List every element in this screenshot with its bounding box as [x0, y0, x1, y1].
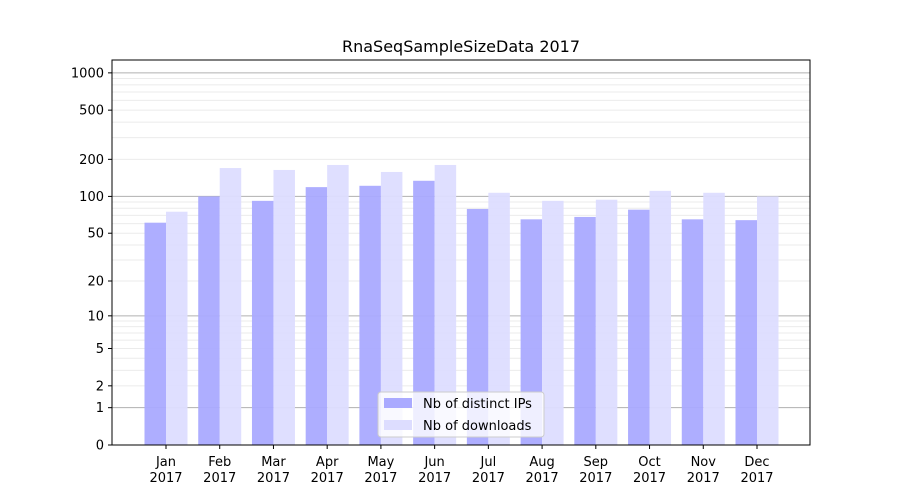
x-tick-label: Mar 2017 [257, 455, 290, 486]
y-tick-label: 200 [79, 153, 104, 168]
bar-distinct-ips [520, 219, 543, 445]
bar-distinct-ips [681, 219, 704, 445]
bar-downloads [757, 196, 779, 445]
bar-downloads [327, 164, 349, 445]
bar-downloads [703, 192, 725, 445]
bars [144, 164, 779, 446]
y-tick-label: 50 [87, 227, 104, 242]
bar-downloads [166, 211, 188, 445]
x-tick-label: Aug 2017 [526, 455, 559, 486]
x-tick-label: Feb 2017 [203, 455, 236, 486]
y-tick-label: 20 [87, 275, 104, 290]
bar-distinct-ips [413, 180, 435, 445]
x-tick-label: May 2017 [364, 455, 397, 486]
x-tick-label: Jan 2017 [149, 455, 182, 486]
x-tick-label: Apr 2017 [311, 455, 344, 486]
bar-distinct-ips [735, 220, 757, 445]
x-tick-label: Jul 2017 [472, 455, 505, 486]
bar-downloads [649, 190, 672, 445]
x-tick-label: Sep 2017 [579, 455, 612, 486]
y-tick-label: 500 [79, 104, 104, 119]
y-tick-label: 2 [96, 379, 104, 394]
x-tick-label: Dec 2017 [740, 455, 773, 486]
y-tick-label: 5 [96, 342, 104, 357]
bar-downloads [595, 199, 618, 445]
axes-frame [111, 59, 811, 446]
legend-label-ips: Nb of distinct IPs [423, 397, 532, 412]
bar-distinct-ips [144, 222, 166, 445]
legend-swatch-ips [384, 398, 412, 408]
bar-distinct-ips [198, 196, 220, 445]
x-tick-label: Oct 2017 [633, 455, 666, 486]
bar-distinct-ips [574, 216, 596, 445]
chart-title: RnaSeqSampleSizeData 2017 [342, 37, 580, 56]
y-tick-label: 100 [79, 190, 104, 205]
bar-downloads [273, 169, 295, 446]
x-tick-label: Nov 2017 [687, 455, 720, 486]
y-tick-label: 0 [96, 439, 104, 454]
bar-downloads [488, 192, 510, 445]
bar-distinct-ips [305, 187, 328, 445]
y-tick-label: 10 [87, 309, 104, 324]
bar-downloads [434, 164, 457, 445]
y-axis: 0 1 2 5 10 20 50 100 200 500 1000 [71, 66, 112, 454]
bar-downloads [219, 168, 242, 446]
bar-distinct-ips [466, 208, 489, 445]
bar-distinct-ips [628, 209, 650, 445]
x-tick-label: Jun 2017 [418, 455, 451, 486]
bar-distinct-ips [251, 200, 274, 445]
x-axis: Jan 2017 Feb 2017 Mar 2017 Apr 2017 May 2017 Jun 20… [149, 445, 774, 486]
bar-downloads [380, 171, 403, 445]
legend: Nb of distinct IPs Nb of downloads [377, 391, 545, 438]
legend-label-downloads: Nb of downloads [423, 419, 532, 434]
bar-distinct-ips [359, 185, 381, 446]
legend-swatch-downloads [384, 420, 412, 430]
legend-box [377, 391, 545, 438]
y-tick-label: 1 [96, 401, 104, 416]
bar-downloads [542, 200, 564, 445]
y-tick-label: 1000 [71, 66, 104, 81]
